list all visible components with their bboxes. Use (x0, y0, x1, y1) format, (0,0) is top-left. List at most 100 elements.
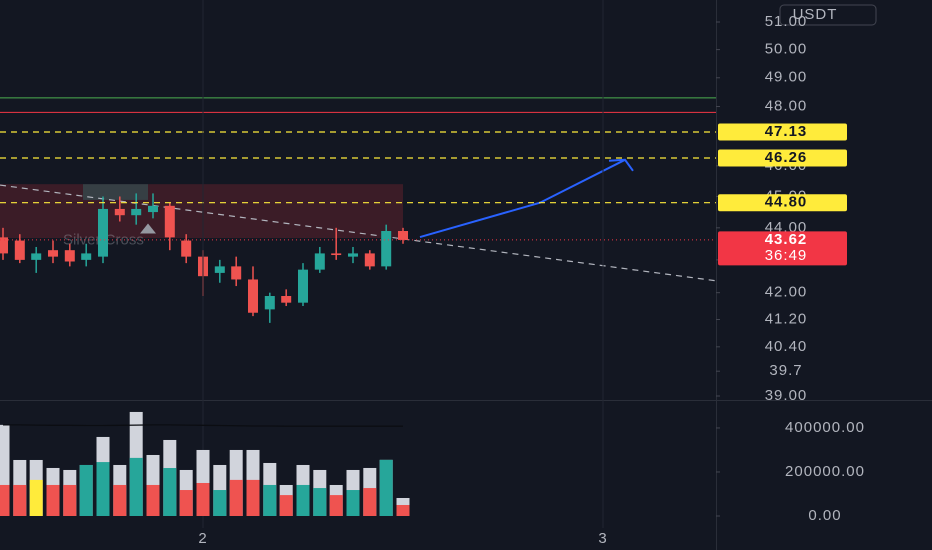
volume-bar (0, 484, 10, 516)
volume-total-bar (0, 424, 10, 516)
volume-bar (379, 459, 393, 516)
volume-bar (213, 490, 227, 516)
volume-bar (29, 479, 43, 516)
volume-bar (113, 484, 127, 516)
volume-bar (246, 479, 260, 516)
candle-body (364, 253, 375, 267)
candle-body (164, 205, 175, 238)
volume-bar (296, 484, 310, 516)
candle (131, 193, 142, 225)
price-badge (718, 194, 847, 212)
price-badge (718, 123, 847, 141)
price-badge-label: 44.80 (765, 194, 808, 211)
candle (314, 246, 325, 273)
candle (214, 259, 225, 283)
candle-body (398, 230, 408, 240)
candle-body (381, 230, 392, 267)
candle (231, 256, 242, 287)
candle-body (298, 269, 308, 303)
candle (0, 227, 9, 260)
zone (83, 184, 148, 200)
candle (98, 196, 108, 264)
candle-body (181, 240, 192, 257)
candle-body (264, 296, 275, 310)
candle-body (348, 253, 358, 257)
countdown-label: 36:49 (765, 247, 808, 264)
candle-body (114, 208, 125, 216)
candle (164, 202, 175, 251)
candle (14, 234, 25, 264)
volume-bar (63, 484, 77, 516)
volume-bar (396, 504, 410, 516)
candle (281, 289, 292, 307)
candle (81, 243, 92, 267)
y-tick-label: 40.40 (765, 338, 808, 355)
candle-body (0, 237, 9, 254)
projection-arrowhead (608, 158, 634, 172)
candle (181, 234, 192, 264)
price-badge-label: 43.62 (765, 231, 808, 248)
candle (331, 227, 342, 260)
candle-body (48, 250, 58, 257)
price-badge-label: 46.26 (765, 149, 808, 166)
volume-bar (229, 479, 243, 516)
candle-body (231, 266, 242, 280)
candle-body (248, 279, 258, 313)
y-tick-label: 39.7 (769, 362, 802, 379)
candle (264, 292, 275, 323)
candle-body (14, 240, 25, 260)
signal-marker (140, 223, 156, 234)
volume-bar (346, 490, 360, 516)
y-tick-label: 51.00 (765, 13, 808, 30)
price-pane: Silver Cross (0, 97, 716, 323)
candle (248, 266, 258, 317)
candle-body (331, 253, 342, 256)
price-badge (718, 149, 847, 167)
x-tick-label: 2 (198, 530, 207, 547)
volume-tick-label: 0.00 (808, 507, 841, 524)
candle-body (314, 253, 325, 270)
zone (0, 184, 403, 239)
y-tick-label: 49.00 (765, 69, 808, 86)
volume-bar (313, 488, 327, 516)
volume-bar (129, 457, 143, 516)
candle (298, 263, 308, 307)
volume-bar (13, 484, 27, 516)
candle (398, 227, 408, 244)
y-tick-label: 42.00 (765, 284, 808, 301)
volume-bar (263, 484, 277, 516)
price-badge (718, 231, 847, 266)
candle (348, 246, 358, 264)
candle-body (148, 205, 158, 213)
candle (148, 193, 158, 219)
candle-body (131, 208, 142, 216)
y-tick-label: 41.20 (765, 310, 808, 327)
price-badge-label: 47.13 (765, 123, 808, 140)
candle-body (214, 266, 225, 273)
volume-bar (329, 495, 343, 516)
volume-tick-label: 400000.00 (785, 419, 865, 436)
currency-label: USDT (793, 6, 838, 23)
candle (364, 250, 375, 270)
y-tick-label: 48.00 (765, 97, 808, 114)
y-tick-label: 50.00 (765, 41, 808, 58)
candle (381, 224, 392, 270)
candle-body (81, 253, 92, 260)
y-tick-label: 39.00 (765, 387, 808, 404)
volume-bar (196, 482, 210, 516)
volume-bar (279, 495, 293, 516)
volume-bar (363, 488, 377, 516)
volume-bar (146, 484, 160, 516)
candle-body (281, 296, 292, 303)
candle (31, 246, 42, 273)
volume-bar (46, 484, 60, 516)
volume-tick-label: 200000.00 (785, 463, 865, 480)
currency-button[interactable] (779, 4, 877, 26)
volume-bar (79, 464, 93, 516)
volume-ma (3, 424, 403, 427)
candle-body (98, 208, 108, 257)
candle-body (64, 250, 75, 262)
volume-bar (179, 490, 193, 516)
